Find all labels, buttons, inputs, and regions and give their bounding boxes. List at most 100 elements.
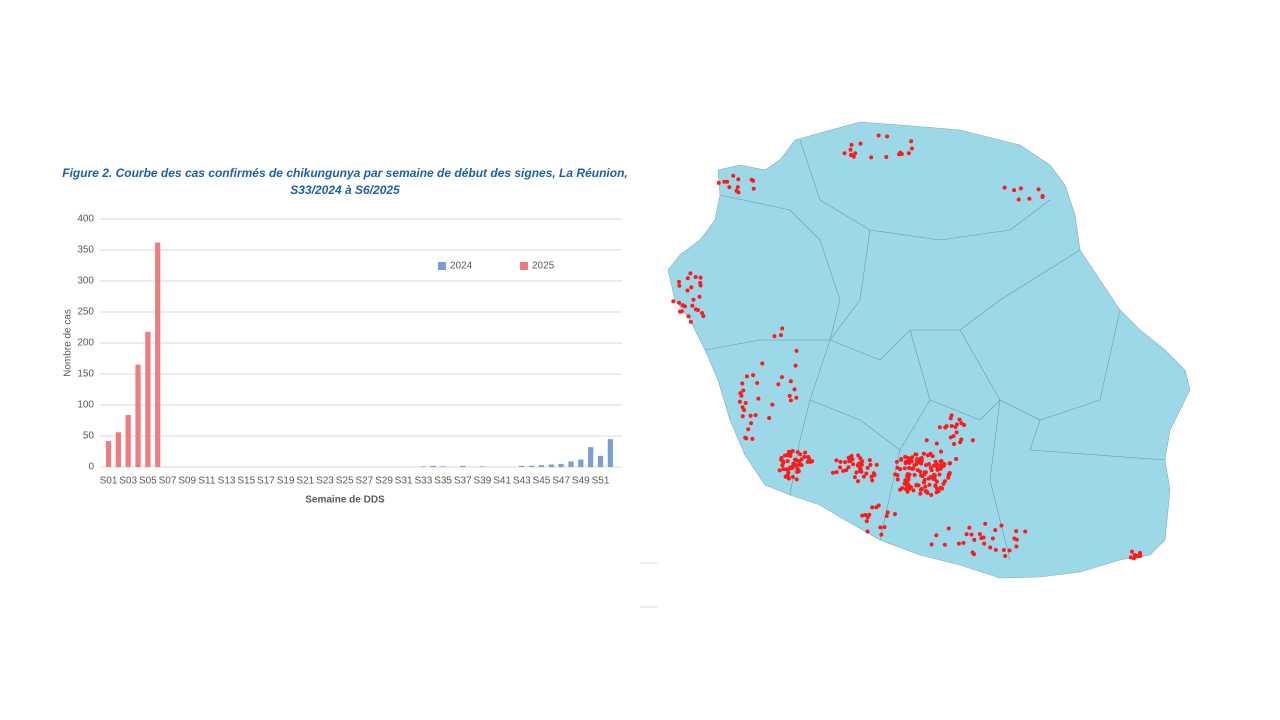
x-tick-label: S31 xyxy=(395,476,413,487)
case-dot xyxy=(970,550,975,555)
case-dot xyxy=(770,402,775,407)
x-tick-label: S35 xyxy=(434,476,452,487)
case-dot xyxy=(727,185,732,190)
case-dot xyxy=(982,541,987,546)
case-dot xyxy=(782,453,787,458)
case-dot xyxy=(843,460,848,465)
x-tick-label: S07 xyxy=(159,476,177,487)
case-dot xyxy=(856,453,861,458)
case-dot xyxy=(958,440,963,445)
case-dot xyxy=(1036,187,1041,192)
case-dot xyxy=(844,468,849,473)
case-dot xyxy=(743,401,748,406)
case-dot xyxy=(913,452,918,457)
case-dot xyxy=(942,542,947,547)
case-dot xyxy=(1012,188,1017,193)
case-dot xyxy=(755,381,760,386)
case-dot xyxy=(957,417,962,422)
case-dot xyxy=(748,413,753,418)
case-dot xyxy=(1016,197,1021,202)
x-tick-label: S33 xyxy=(414,476,432,487)
island xyxy=(667,121,1191,579)
case-dot xyxy=(918,491,923,496)
case-dot xyxy=(923,489,928,494)
case-dot xyxy=(944,424,949,429)
case-dot xyxy=(1007,548,1012,553)
case-dot xyxy=(793,363,798,368)
y-tick-label: 400 xyxy=(77,214,94,225)
bar xyxy=(440,466,446,467)
case-dot xyxy=(1040,193,1045,198)
case-dot xyxy=(851,462,856,467)
y-tick-label: 50 xyxy=(83,431,95,442)
x-tick-label: S25 xyxy=(336,476,354,487)
case-dot xyxy=(926,476,931,481)
case-dot xyxy=(932,473,937,478)
case-dot xyxy=(884,154,889,159)
x-tick-label: S45 xyxy=(533,476,551,487)
case-dot xyxy=(1135,554,1140,559)
case-dot xyxy=(909,146,914,151)
case-dot xyxy=(898,150,903,155)
case-dot xyxy=(902,466,907,471)
case-dot xyxy=(908,485,913,490)
case-dot xyxy=(722,179,727,184)
case-dot xyxy=(946,526,951,531)
case-dot xyxy=(940,486,945,491)
x-tick-label: S39 xyxy=(474,476,492,487)
case-dot xyxy=(954,430,959,435)
case-dot xyxy=(999,523,1004,528)
case-dot xyxy=(725,179,730,184)
legend-label: 2024 xyxy=(450,261,473,272)
case-dot xyxy=(934,490,939,495)
case-dot xyxy=(794,477,799,482)
legend-label: 2025 xyxy=(532,261,555,272)
case-dot xyxy=(1129,549,1134,554)
case-dot xyxy=(905,455,910,460)
case-dot xyxy=(777,468,782,473)
y-tick-label: 250 xyxy=(77,307,94,318)
case-dot xyxy=(1128,555,1133,560)
case-dot xyxy=(753,413,758,418)
case-dot xyxy=(794,463,799,468)
case-dot xyxy=(929,542,934,547)
case-dot xyxy=(981,535,986,540)
case-dot xyxy=(970,438,975,443)
case-dot xyxy=(865,529,870,534)
case-dot xyxy=(691,297,696,302)
case-dot xyxy=(947,461,952,466)
case-dot xyxy=(756,396,761,401)
case-dot xyxy=(942,461,947,466)
case-dot xyxy=(1014,529,1019,534)
bar xyxy=(548,464,554,467)
case-dot xyxy=(948,435,953,440)
case-dot xyxy=(903,461,908,466)
case-dot xyxy=(937,472,942,477)
case-dot xyxy=(959,421,964,426)
x-tick-label: S15 xyxy=(237,476,255,487)
case-dot xyxy=(919,455,924,460)
case-dot xyxy=(785,474,790,479)
case-dot xyxy=(849,142,854,147)
case-dot xyxy=(865,465,870,470)
case-dot xyxy=(701,314,706,319)
x-tick-label: S37 xyxy=(454,476,472,487)
case-dot xyxy=(914,458,919,463)
bar xyxy=(155,242,161,467)
case-dot xyxy=(898,487,903,492)
x-tick-label: S11 xyxy=(198,476,215,487)
case-dot xyxy=(859,462,864,467)
case-dot xyxy=(990,536,995,541)
case-dot xyxy=(921,451,926,456)
case-dot xyxy=(884,514,889,519)
bar xyxy=(558,463,564,467)
case-dot xyxy=(677,309,682,314)
case-dot xyxy=(788,398,793,403)
case-dot xyxy=(688,319,693,324)
case-dot xyxy=(938,463,943,468)
case-dot xyxy=(938,459,943,464)
case-dot xyxy=(846,465,851,470)
case-dot xyxy=(863,513,868,518)
y-tick-label: 350 xyxy=(77,245,94,256)
